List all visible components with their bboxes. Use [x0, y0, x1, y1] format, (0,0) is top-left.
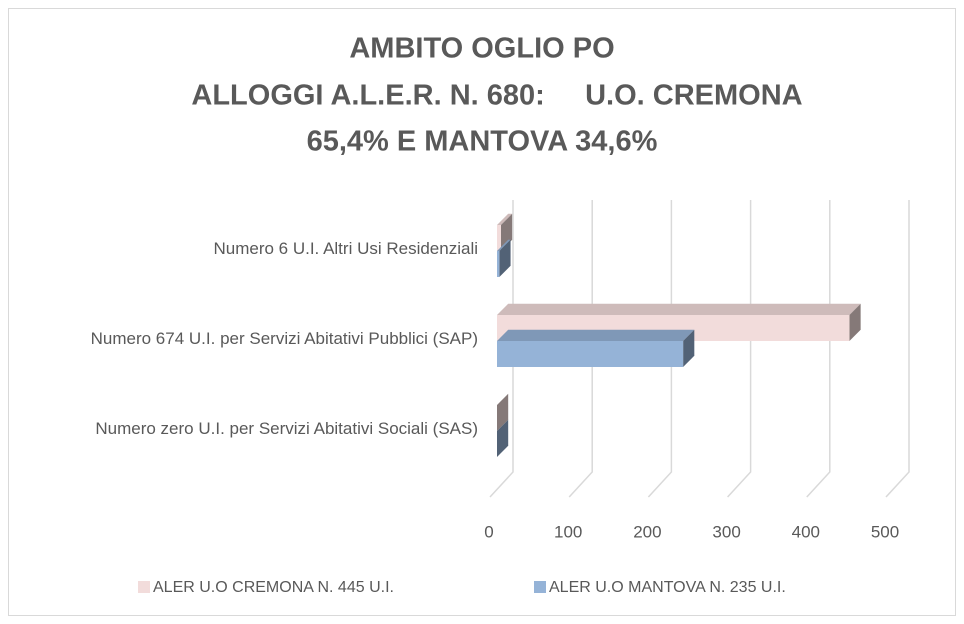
bar-face: [497, 239, 511, 251]
bar-face: [497, 225, 501, 251]
bar-face: [497, 213, 513, 225]
x-tick-label: 500: [871, 522, 899, 541]
x-tick-label: 300: [712, 522, 740, 541]
y-tick-label: Numero 6 U.I. Altri Usi Residenziali: [8, 235, 478, 263]
y-tick-label-text: Numero 6 U.I. Altri Usi Residenziali: [213, 239, 478, 258]
grid-line: [647, 200, 673, 498]
legend-label: ALER U.O CREMONA N. 445 U.I.: [153, 579, 394, 596]
bar-face: [497, 251, 500, 277]
chart-title: ALLOGGI A.L.E.R. N. 680: U.O. CREMONA: [191, 80, 802, 112]
y-tick-label: Numero 674 U.I. per Servizi Abitativi Pu…: [8, 325, 478, 353]
x-tick-label: 100: [554, 522, 582, 541]
grid-line: [727, 200, 752, 498]
chart-border: [8, 8, 956, 616]
chart-title: 65,4% E MANTOVA 34,6%: [307, 126, 658, 158]
legend-swatch: [138, 581, 150, 593]
grid-line: [489, 200, 514, 498]
x-tick-label: 400: [792, 522, 820, 541]
grid-line: [885, 200, 910, 498]
bar-face: [497, 303, 861, 315]
bar-face: [497, 393, 509, 431]
y-tick-label-text: Numero 674 U.I. per Servizi Abitativi Pu…: [90, 329, 478, 348]
x-tick-label: 0: [484, 522, 493, 541]
chart-title: AMBITO OGLIO PO: [349, 33, 614, 65]
bar-face: [849, 303, 861, 341]
bar-face: [497, 341, 684, 367]
bar: [497, 393, 509, 431]
grid-line: [568, 200, 593, 498]
grid-line: [806, 200, 831, 498]
bar-face: [497, 419, 509, 457]
bar-face: [683, 329, 695, 367]
legend-label: ALER U.O MANTOVA N. 235 U.I.: [549, 579, 786, 596]
bar: [497, 239, 511, 277]
legend-swatch: [534, 581, 546, 593]
bar: [497, 329, 695, 367]
bar-face: [499, 239, 511, 277]
y-tick-label: Numero zero U.I. per Servizi Abitativi S…: [8, 415, 478, 443]
bar-face: [497, 329, 695, 341]
y-tick-label-text: Numero zero U.I. per Servizi Abitativi S…: [95, 419, 478, 438]
x-tick-label: 200: [633, 522, 661, 541]
bar: [497, 419, 509, 457]
